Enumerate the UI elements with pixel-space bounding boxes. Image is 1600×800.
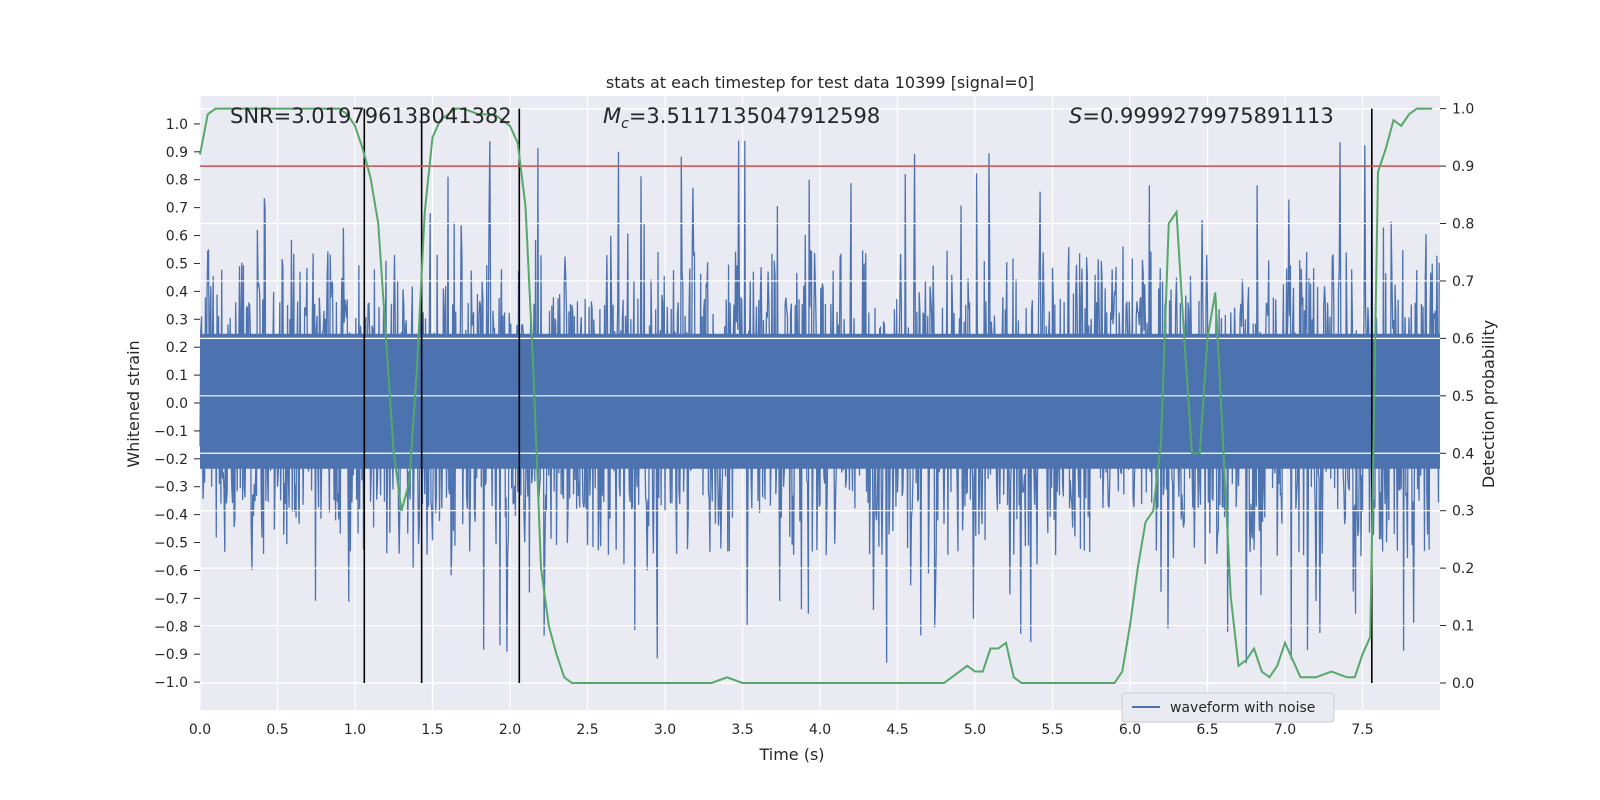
x-tick-label: 0.0 [189,722,211,738]
y2-axis-label: Detection probability [1479,320,1498,488]
y2-tick-label: 1.0 [1452,102,1474,118]
snr-annotation: SNR=3.019796133041382 [230,104,512,128]
y2-tick-label: 0.5 [1452,389,1474,405]
legend-label: waveform with noise [1170,700,1315,716]
mc-value: =3.5117135047912598 [629,104,880,128]
s-symbol: S [1069,104,1082,128]
y2-tick-label: 0.2 [1452,561,1474,577]
x-tick-label: 4.0 [809,722,831,738]
y2-tick-label: 0.9 [1452,159,1474,175]
s-annotation: S=0.9999279975891113 [1069,104,1334,128]
x-tick-label: 3.5 [731,722,753,738]
y2-tick-label: 0.8 [1452,217,1474,233]
y2-tick-label: 0.7 [1452,274,1474,290]
y-tick-label: −0.9 [154,647,188,663]
y-tick-label: 0.7 [166,201,188,217]
s-value: =0.9999279975891113 [1082,104,1333,128]
x-tick-label: 3.0 [654,722,676,738]
x-tick-label: 1.5 [421,722,443,738]
y-axis-ticks: 1.0 0.9 0.8 0.7 0.6 0.5 0.4 0.3 0.2 0.1 0.0 −0.1 −0.… [154,117,200,691]
x-axis-label: Time (s) [758,745,824,764]
x-tick-label: 5.5 [1041,722,1063,738]
y-tick-label: −1.0 [154,675,188,691]
y-axis-label: Whitened strain [124,340,143,467]
y-tick-label: −0.4 [154,508,188,524]
vertical-lines [363,108,1373,684]
mc-subscript: c [621,116,629,132]
y2-tick-label: 0.3 [1452,504,1474,520]
legend-box [1121,692,1335,723]
mc-symbol: M [603,104,621,128]
y2-tick-label: 0.4 [1452,446,1474,462]
legend: waveform with noise [1121,692,1335,723]
y-tick-label: −0.2 [154,452,188,468]
x-tick-label: 2.5 [576,722,598,738]
y2-tick-label: 0.6 [1452,331,1474,347]
y2-tick-label: 0.0 [1452,676,1474,692]
y-tick-label: 0.4 [166,284,188,300]
y-tick-label: −0.1 [154,424,188,440]
y-tick-label: 0.2 [166,340,188,356]
x-tick-label: 6.0 [1119,722,1141,738]
y-tick-label: 0.8 [166,173,188,189]
y-tick-label: 0.3 [166,312,188,328]
x-tick-label: 0.5 [266,722,288,738]
y-tick-label: −0.6 [154,563,188,579]
x-tick-label: 7.0 [1274,722,1296,738]
x-tick-label: 5.0 [964,722,986,738]
y-tick-label: −0.5 [154,536,188,552]
y-tick-label: 1.0 [166,117,188,133]
chart-title: stats at each timestep for test data 103… [606,73,1034,92]
waveform-series [199,138,1440,664]
waveform-core-band [200,333,1440,469]
probability-series [199,107,1433,684]
y-tick-label: 0.0 [166,396,188,412]
y2-tick-label: 0.1 [1452,619,1474,635]
mc-annotation: Mc=3.5117135047912598 [603,104,880,132]
x-tick-label: 6.5 [1196,722,1218,738]
probability-line [199,107,1433,684]
y2-axis-ticks: 1.0 0.9 0.8 0.7 0.6 0.5 0.4 0.3 0.2 0.1 0.0 [1440,102,1474,692]
x-tick-label: 7.5 [1351,722,1373,738]
y-tick-label: −0.3 [154,480,188,496]
y-tick-label: −0.7 [154,591,188,607]
y-tick-label: 0.6 [166,229,188,245]
x-tick-label: 2.0 [499,722,521,738]
y-tick-label: 0.5 [166,256,188,272]
y-tick-label: 0.1 [166,368,188,384]
y-tick-label: 0.9 [166,145,188,161]
x-axis-ticks: 0.0 0.5 1.0 1.5 2.0 2.5 3.0 3.5 4.0 4.5 5.0 5.5 6.0 6… [189,722,1374,738]
x-tick-label: 1.0 [344,722,366,738]
y-tick-label: −0.8 [154,619,188,635]
x-tick-label: 4.5 [886,722,908,738]
